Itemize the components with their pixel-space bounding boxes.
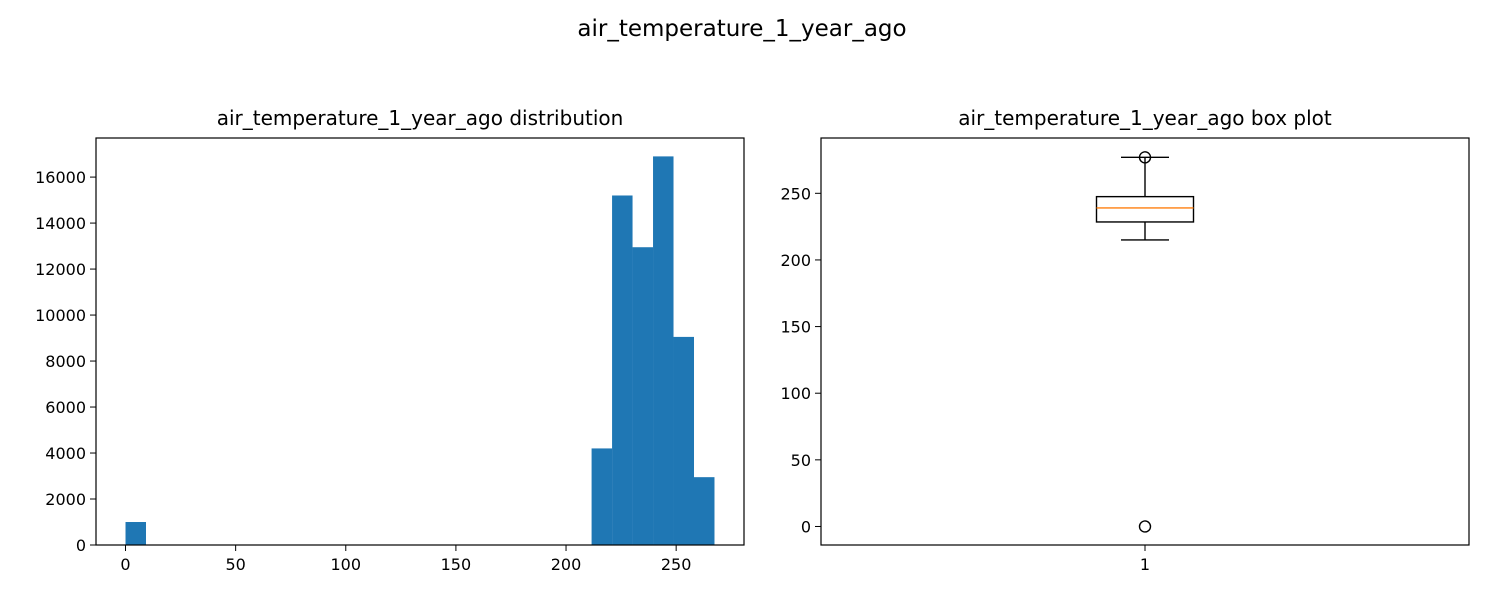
histogram-bar [125, 522, 146, 545]
figure-suptitle: air_temperature_1_year_ago [577, 16, 906, 42]
histogram-y-ticks: 0 2000 4000 6000 8000 10000 12000 14000 16000 [35, 168, 96, 555]
histogram-panel: air_temperature_1_year_ago distribution … [35, 106, 745, 574]
y-tick-label: 4000 [45, 444, 86, 463]
histogram-bar [591, 448, 613, 545]
x-tick-label: 1 [1140, 555, 1150, 574]
boxplot-body [1095, 151, 1195, 533]
y-tick-label: 14000 [35, 214, 86, 233]
y-tick-label: 50 [791, 451, 811, 470]
x-tick-label: 200 [551, 555, 582, 574]
y-tick-label: 150 [780, 318, 811, 337]
x-tick-label: 250 [661, 555, 692, 574]
x-tick-label: 150 [441, 555, 472, 574]
histogram-bars [125, 156, 715, 546]
histogram-bar [632, 247, 654, 546]
boxplot-frame [820, 137, 1470, 546]
histogram-bar [694, 477, 715, 545]
boxplot-y-ticks: 0 50 100 150 200 250 [780, 184, 821, 536]
y-tick-label: 12000 [35, 260, 86, 279]
y-tick-label: 6000 [45, 398, 86, 417]
boxplot-outlier-marker [1138, 151, 1152, 164]
histogram-bar [673, 336, 695, 545]
y-tick-label: 0 [76, 536, 86, 555]
x-tick-label: 100 [330, 555, 361, 574]
y-tick-label: 2000 [45, 490, 86, 509]
y-tick-label: 16000 [35, 168, 86, 187]
histogram-title: air_temperature_1_year_ago distribution [217, 106, 624, 130]
boxplot-x-ticks: 1 [1140, 545, 1150, 574]
y-tick-label: 250 [780, 184, 811, 203]
y-tick-label: 10000 [35, 306, 86, 325]
y-tick-label: 200 [780, 251, 811, 270]
histogram-x-ticks: 0 50 100 150 200 250 [120, 545, 691, 574]
y-tick-label: 100 [780, 384, 811, 403]
y-tick-label: 8000 [45, 352, 86, 371]
y-tick-label: 0 [801, 517, 811, 536]
boxplot-outlier-marker [1138, 520, 1152, 533]
boxplot-box [1095, 195, 1195, 223]
x-tick-label: 50 [225, 555, 245, 574]
histogram-bar [653, 156, 674, 545]
x-tick-label: 0 [120, 555, 130, 574]
histogram-bar [612, 195, 633, 545]
histogram-frame [95, 137, 745, 546]
boxplot-title: air_temperature_1_year_ago box plot [958, 106, 1332, 130]
boxplot-panel: air_temperature_1_year_ago box plot 1 0 5… [780, 106, 1470, 574]
